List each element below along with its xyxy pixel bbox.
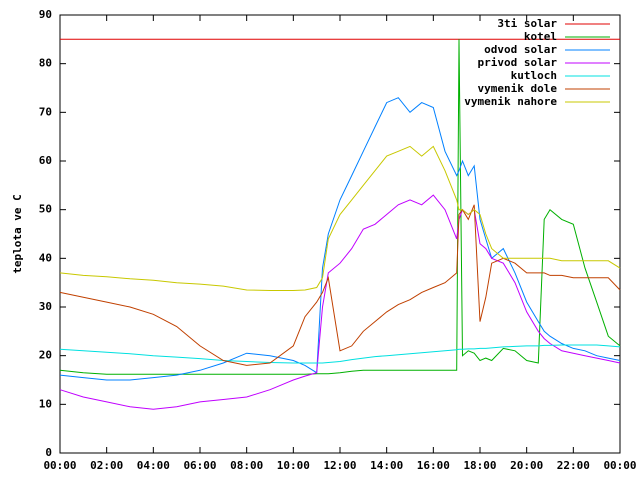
- y-axis-label: teplota ve C: [11, 194, 24, 273]
- series-line: [59, 194, 621, 410]
- y-tick-label: 80: [39, 57, 52, 70]
- series-line: [59, 204, 621, 366]
- series-line: [59, 39, 621, 375]
- y-tick-label: 20: [39, 349, 52, 362]
- y-tick-label: 30: [39, 300, 52, 313]
- x-tick-label: 06:00: [183, 459, 216, 472]
- legend-label: kotel: [524, 30, 557, 43]
- series-line: [59, 145, 621, 291]
- x-tick-label: 22:00: [557, 459, 590, 472]
- x-tick-label: 08:00: [230, 459, 263, 472]
- legend-label: vymenik nahore: [464, 95, 557, 108]
- y-tick-label: 0: [45, 446, 52, 459]
- legend-label: 3ti solar: [497, 17, 557, 30]
- y-tick-label: 70: [39, 105, 52, 118]
- legend-label: privod solar: [478, 56, 558, 69]
- x-tick-label: 16:00: [417, 459, 450, 472]
- y-tick-label: 50: [39, 203, 52, 216]
- x-tick-label: 04:00: [137, 459, 170, 472]
- y-tick-label: 10: [39, 397, 52, 410]
- x-tick-label: 02:00: [90, 459, 123, 472]
- x-tick-label: 10:00: [277, 459, 310, 472]
- legend-label: odvod solar: [484, 43, 557, 56]
- series-line: [59, 344, 621, 364]
- legend-label: vymenik dole: [478, 82, 558, 95]
- y-tick-label: 60: [39, 154, 52, 167]
- x-tick-label: 00:00: [43, 459, 76, 472]
- x-tick-label: 18:00: [463, 459, 496, 472]
- legend-label: kutloch: [511, 69, 557, 82]
- y-tick-label: 90: [39, 8, 52, 21]
- x-tick-label: 14:00: [370, 459, 403, 472]
- series-line: [59, 97, 621, 381]
- x-tick-label: 20:00: [510, 459, 543, 472]
- x-tick-label: 00:00: [603, 459, 636, 472]
- y-tick-label: 40: [39, 251, 52, 264]
- x-tick-label: 12:00: [323, 459, 356, 472]
